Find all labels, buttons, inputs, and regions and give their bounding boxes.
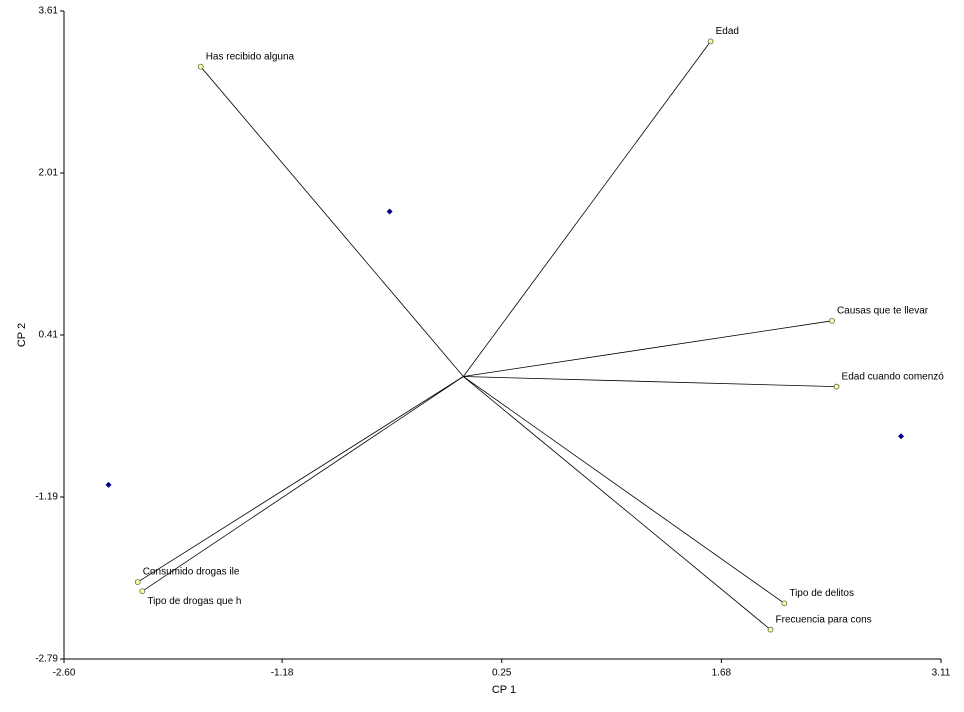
observation-point — [386, 208, 393, 215]
variable-point — [134, 579, 141, 585]
variable-label: Tipo de drogas que h — [147, 596, 241, 607]
y-tick-label: -1.19 — [35, 492, 58, 503]
x-tick-label: -2.60 — [53, 668, 76, 679]
observation-point — [898, 433, 905, 440]
observation-point — [105, 481, 112, 488]
vector-line — [463, 320, 833, 377]
variable-label: Frecuencia para cons — [776, 614, 872, 625]
x-axis-label: CP 1 — [492, 684, 516, 696]
variable-point — [833, 383, 840, 390]
y-tick-label: 3.61 — [39, 6, 59, 17]
variable-point — [707, 38, 714, 45]
variable-label: Edad — [716, 26, 739, 37]
x-tick-label: 0.25 — [492, 668, 512, 679]
vector-line — [463, 376, 837, 388]
vector-line — [137, 376, 464, 583]
y-tick-label: 2.01 — [39, 168, 59, 179]
y-tick-label: -2.79 — [35, 654, 58, 665]
y-tick-label: 0.41 — [39, 330, 59, 341]
y-axis-label: CP 2 — [16, 323, 28, 347]
vector-line — [463, 41, 711, 377]
variable-label: Causas que te llevar — [837, 305, 929, 316]
variable-point — [197, 63, 204, 70]
variable-point — [767, 626, 774, 633]
x-tick-label: 3.11 — [932, 668, 951, 679]
vector-line — [142, 376, 464, 592]
variable-point — [139, 588, 146, 595]
variable-point — [829, 317, 835, 324]
variable-label: Tipo de delitos — [789, 588, 854, 599]
variable-label: Has recibido alguna — [206, 51, 295, 62]
variable-label: Consumido drogas ile — [143, 567, 240, 578]
variable-point — [781, 600, 788, 607]
vector-line — [463, 376, 771, 630]
x-tick-label: -1.18 — [271, 668, 294, 679]
vector-line — [200, 66, 464, 377]
x-tick-label: 1.68 — [712, 668, 732, 679]
vector-line — [463, 376, 785, 604]
variable-label: Edad cuando comenzó — [842, 371, 945, 382]
